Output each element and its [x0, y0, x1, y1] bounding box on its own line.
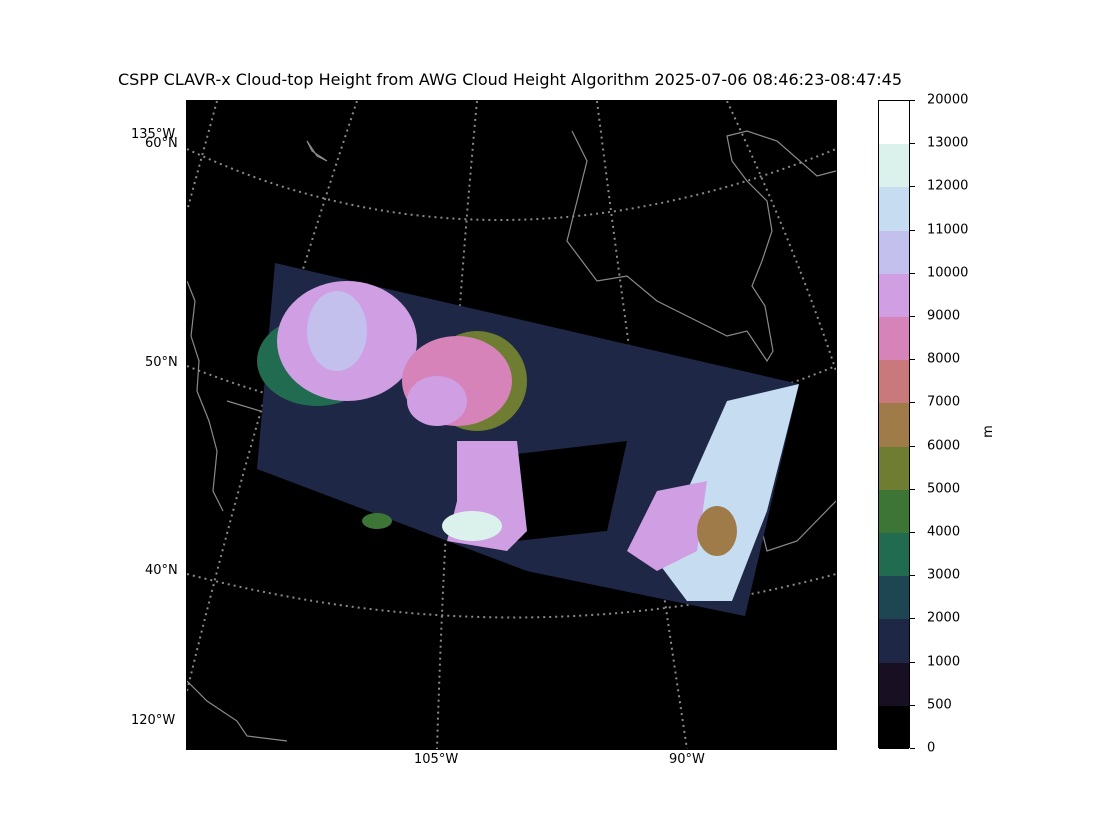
colorbar-tick-label: 13000	[927, 135, 969, 151]
colorbar-unit-label: m	[980, 425, 996, 438]
coastline-hudson-bay	[566, 130, 837, 363]
lon-label-90w: 90°W	[669, 752, 705, 767]
colorbar-tick	[910, 618, 915, 620]
cloud-white-south	[442, 511, 502, 541]
colorbar-tick-label: 11000	[927, 222, 969, 238]
colorbar-tick	[910, 229, 915, 231]
colorbar-tick-label: 4000	[927, 524, 961, 540]
colorbar-segment	[879, 273, 909, 318]
colorbar-tick	[910, 100, 915, 101]
colorbar-tick-label: 6000	[927, 438, 961, 454]
colorbar-tick-label: 7000	[927, 394, 961, 410]
coastline-atlantic	[761, 500, 837, 552]
colorbar-tick	[910, 402, 915, 404]
colorbar-tick-label: 9000	[927, 308, 961, 324]
cloud-lilac-north	[307, 291, 367, 371]
colorbar-tick-label: 3000	[927, 567, 961, 583]
lon-label-105w: 105°W	[414, 752, 459, 767]
plot-title: CSPP CLAVR-x Cloud-top Height from AWG C…	[117, 70, 903, 89]
colorbar-tick-label: 8000	[927, 351, 961, 367]
colorbar-tick	[910, 748, 915, 749]
colorbar-segment	[879, 101, 909, 145]
colorbar-tick	[910, 575, 915, 577]
map-svg	[186, 100, 837, 750]
colorbar-tick-label: 1000	[927, 654, 961, 670]
colorbar-tick	[910, 143, 915, 145]
colorbar-tick-label: 0	[927, 740, 936, 756]
lat-label-40n: 40°N	[145, 563, 178, 578]
colorbar-tick-label: 5000	[927, 481, 961, 497]
colorbar-tick	[910, 316, 915, 317]
colorbar-segment	[879, 489, 909, 534]
graticule-lon-75	[726, 100, 837, 372]
colorbar-tick	[910, 488, 915, 490]
colorbar-tick-label: 20000	[927, 92, 969, 108]
graticule-lat-60	[186, 148, 837, 221]
colorbar-segment	[879, 576, 909, 620]
colorbar-segment	[879, 230, 909, 275]
colorbar-segment	[879, 662, 909, 707]
colorbar-tick	[910, 704, 915, 706]
cloud-green-scatter	[362, 513, 392, 529]
coastline-pacific	[186, 280, 224, 512]
colorbar-segment	[879, 187, 909, 232]
colorbar-tick-label: 500	[927, 697, 952, 713]
colorbar-segment	[879, 360, 909, 404]
cloud-east-tan	[697, 506, 737, 556]
coastline-mexico	[186, 680, 288, 742]
colorbar-segment	[879, 144, 909, 188]
lon-label-135w: 135°W	[131, 127, 176, 142]
lat-label-60n: 60°N	[145, 136, 178, 151]
colorbar-tick	[910, 532, 915, 533]
colorbar-segment	[879, 619, 909, 664]
colorbar-segment	[879, 446, 909, 491]
colorbar-tick-label: 10000	[927, 265, 969, 281]
colorbar-tick	[910, 186, 915, 188]
colorbar-tick	[910, 272, 915, 274]
colorbar-segment	[879, 533, 909, 577]
lat-label-50n: 50°N	[145, 355, 178, 370]
cloud-swath	[257, 263, 799, 616]
colorbar-segment	[879, 317, 909, 361]
cloud-purple-center	[407, 376, 467, 426]
colorbar-tick	[910, 661, 915, 663]
colorbar-segment	[879, 705, 909, 750]
colorbar	[878, 100, 910, 750]
colorbar-tick-label: 2000	[927, 610, 961, 626]
colorbar-segment	[879, 403, 909, 448]
colorbar-tick	[910, 359, 915, 361]
lon-label-120w: 120°W	[131, 713, 176, 728]
map-area	[186, 100, 837, 750]
colorbar-tick-label: 12000	[927, 178, 969, 194]
graticule-lon-105	[436, 100, 478, 750]
cloud-east-pink	[627, 481, 707, 571]
graticule-lon-135	[186, 100, 218, 212]
coastline-north	[306, 140, 328, 162]
colorbar-tick	[910, 445, 915, 447]
